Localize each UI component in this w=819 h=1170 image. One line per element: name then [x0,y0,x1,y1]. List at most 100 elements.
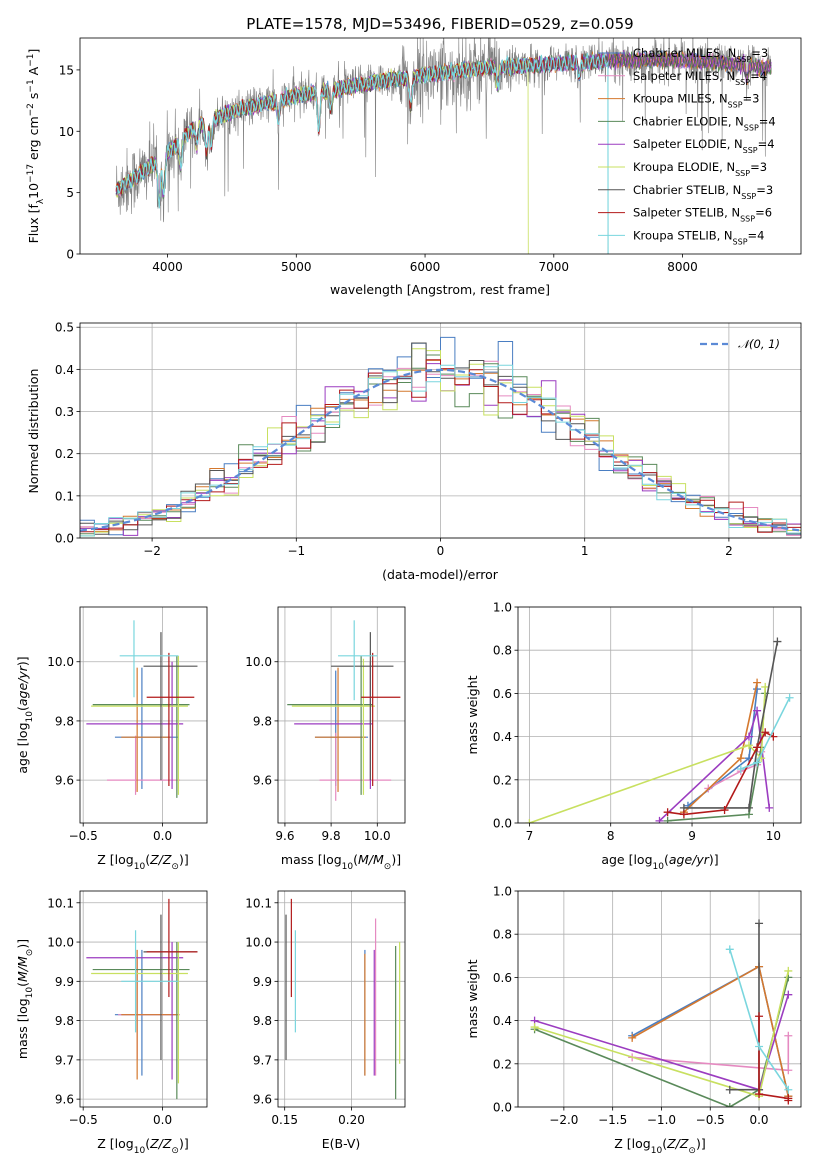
axis-label: mass [log10(M/M⊙)] [281,852,401,872]
tick-label-x: 0 [437,544,445,558]
label-part: Z [log [97,1136,133,1151]
plot-area [86,898,198,1100]
plot-area [525,637,794,823]
tick-label-x: −0.5 [69,829,98,843]
label-part: Z/Z [149,1136,172,1151]
weight-marker [530,1023,539,1032]
tick-label-y: 10.1 [47,896,74,910]
tick-label-x: −1.0 [647,1113,676,1127]
tick-label-y: 9.6 [253,774,272,788]
legend-text: =6 [755,206,772,220]
legend-subscript: SSP [740,214,755,223]
tick-label-y: 1.0 [493,601,512,615]
weight-marker [663,808,672,817]
weight-marker [761,728,770,737]
normal-curve [80,368,801,532]
weight-marker [736,765,745,773]
errorbar-kroupa-elodie [291,658,375,795]
weight-series-salpeter-stelib [663,728,778,819]
tick-label-y: 0.0 [493,1101,512,1115]
errorbar-salpeter-miles [106,735,181,795]
tick-label-x: 10 [766,829,781,843]
axis-label: mass [log10(M/M⊙)] [15,939,35,1059]
tick-label-y: 9.8 [55,714,74,728]
label-part: ] [26,49,41,54]
errorbar-kroupa-stelib [119,620,179,698]
tick-label-x: −1 [287,544,305,558]
label-part: M/M [15,956,30,982]
label-part: Z/Z [666,1136,689,1151]
label-part: )] [15,656,30,666]
x-axis-label: (data-model)/error [382,567,499,582]
tick-label-y: 9.6 [55,774,74,788]
axis-label: age [log10(age/yr)] [15,656,35,773]
x-axis-label: wavelength [Angstrom, rest frame] [330,282,550,297]
tick-label-x: 8000 [667,260,698,274]
label-part: mass [log [15,998,30,1059]
axes-frame [79,890,208,1108]
tick-label-y: 0.8 [493,928,512,942]
axes-z-age: −0.5 0.09.69.810.0Z [log10(Z/Z⊙)]age [log… [15,606,208,872]
tick-label-y: 0.4 [493,1014,512,1028]
weight-series-kroupa-stelib [725,945,793,1094]
legend-label: Kroupa MILES, NSSP=3 [633,92,759,110]
axis-label: Flux [fλ10−17 erg cm−2 s−1 A−1] [26,49,46,244]
axes-residuals: −2 −1 0 1 2 0.0 0.1 0.2 0.3 0.4 0.5 𝒩(0, 1) (data-mo… [26,321,802,582]
label-part: age [log [601,852,652,867]
legend-label: Salpeter MILES, NSSP=4 [633,69,767,87]
tick-label-y: 9.8 [253,714,272,728]
errorbar-salpeter-stelib [361,652,401,787]
tick-label-y: 9.8 [55,1014,74,1028]
legend-text: Chabrier ELODIE, N [633,114,744,128]
weight-marker [744,803,753,812]
weight-marker [736,754,745,763]
weight-marker [785,693,794,702]
tick-label-y: 9.9 [55,975,74,989]
plot-area [86,620,198,798]
tick-label-y: 5 [66,186,74,200]
grid [80,891,207,1107]
label-part: 10 [26,183,41,199]
figure-title: PLATE=1578, MJD=53496, FIBERID=0529, z=0… [246,15,633,33]
legend-subscript: SSP [741,191,756,200]
weight-marker [753,743,762,752]
errorbar-salpeter-stelib [146,652,195,787]
axes-z-weight: −2.0 −1.5 −1.0 −0.5 0.0 0.0 0.2 0.4 0.6 0.8 1.0 Z [… [465,885,802,1156]
weight-marker [755,919,764,928]
weight-marker [761,682,770,691]
weight-marker [784,1096,793,1105]
label-part: ( [15,982,30,987]
tick-label-y: 0.5 [55,321,74,335]
weight-marker [784,1066,793,1075]
label-part: )] [179,852,189,867]
legend-text: Salpeter ELODIE, N [633,137,743,151]
weight-marker [725,1085,734,1094]
grid [80,607,207,823]
axes-spectrum: 4000 5000 6000 7000 8000 0 5 10 15 Chabrier MILES… [26,37,802,297]
tick-label-y: 10.0 [47,936,74,950]
tick-label-y: 0.8 [493,644,512,658]
tick-label-x: −1.5 [598,1113,627,1127]
tick-label-y: 0.6 [493,971,512,985]
axes-frame [517,606,802,824]
weight-marker [655,816,664,823]
weight-marker [753,758,762,767]
errorbar-kroupa-stelib [338,620,378,701]
legend-text: Chabrier MILES, N [633,46,736,60]
errorbar-kroupa-elodie [91,655,188,795]
axes-frame [79,606,208,824]
legend-text: Kroupa STELIB, N [633,228,733,242]
weight-series-kroupa-stelib [736,693,794,773]
legend-text: =4 [758,137,775,151]
errorbar-salpeter-stelib [146,898,198,998]
legend-subscript: SSP [733,237,748,246]
legend-label: Kroupa ELODIE, NSSP=3 [633,160,767,178]
axes-frame [517,890,802,1108]
label-part: ( [664,852,669,867]
tick-label-x: 7 [526,829,534,843]
label-part: age/yr [15,665,30,706]
weight-marker [755,1012,764,1021]
tick-label-x: −0.5 [696,1113,725,1127]
